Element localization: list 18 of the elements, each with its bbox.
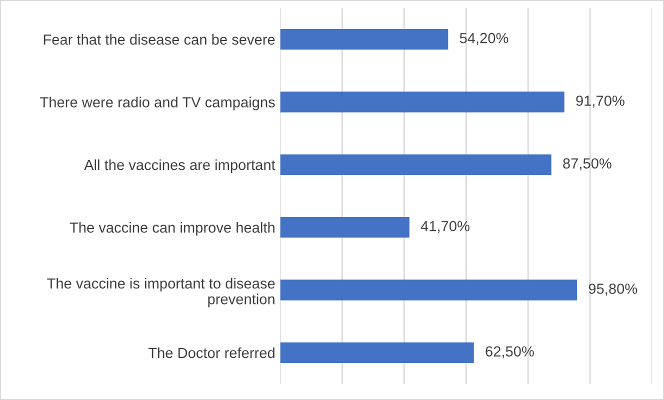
- y-tick-label: The vaccine can improve health: [70, 222, 274, 236]
- bar: [280, 92, 564, 112]
- data-label: 87,50%: [563, 158, 612, 170]
- bar: [280, 28, 448, 50]
- data-label: 95,80%: [588, 284, 638, 296]
- data-label: 41,70%: [420, 220, 470, 233]
- bar: [280, 216, 410, 238]
- bar: [280, 280, 578, 300]
- y-tick-label: All the vaccines are important: [84, 159, 276, 173]
- data-label: 54,20%: [460, 32, 508, 45]
- y-tick-label: The vaccine is important to disease prevention: [47, 278, 275, 308]
- y-tick-label: There were radio and TV campaigns: [40, 96, 275, 110]
- y-tick-label: Fear that the disease can be severe: [44, 34, 275, 45]
- data-label: 91,70%: [576, 96, 624, 108]
- y-tick-label: The Doctor referred: [148, 347, 274, 358]
- bar: [280, 154, 552, 176]
- bar: [280, 342, 474, 364]
- data-label: 62,50%: [486, 346, 534, 358]
